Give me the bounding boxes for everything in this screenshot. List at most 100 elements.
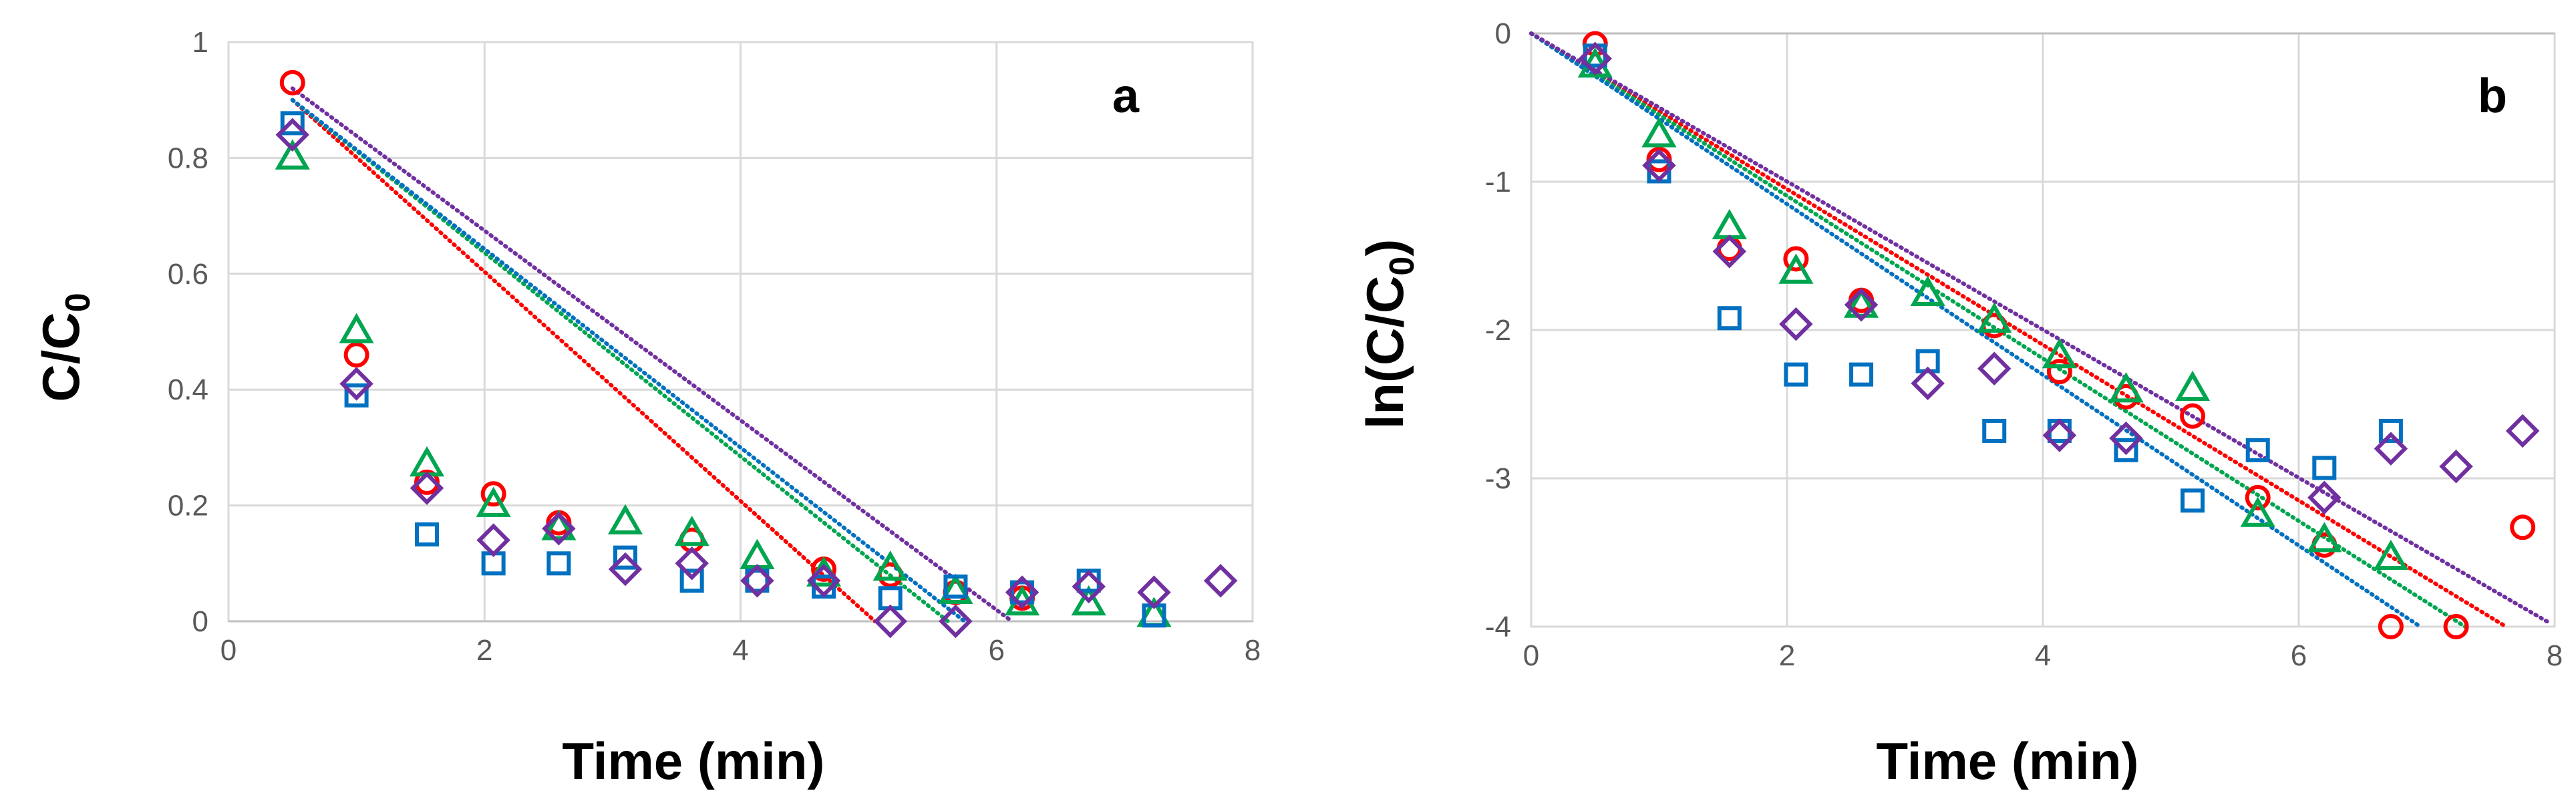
y-axis-title: C/C0 [31, 293, 98, 402]
y-tick-labels: 0 0.2 0.4 0.6 0.8 1 [168, 26, 208, 638]
y-tick-label: -1 [1485, 166, 1511, 198]
x-tick-label: 8 [2547, 639, 2563, 672]
x-tick-label: 0 [220, 634, 236, 667]
data-point-square [344, 383, 369, 408]
data-point-square [943, 574, 968, 599]
data-point-square [2181, 488, 2205, 513]
x-tick-label: 2 [1779, 639, 1795, 672]
data-point-circle [2378, 614, 2404, 639]
data-point-diamond [939, 604, 973, 639]
data-point-circle [1783, 246, 1809, 272]
data-point-diamond [410, 471, 444, 505]
x-tick-label: 4 [732, 634, 748, 667]
data-point-square [1982, 418, 2007, 443]
x-tick-label: 2 [476, 634, 492, 667]
data-point-triangle [674, 515, 709, 546]
x-tick-label: 6 [989, 634, 1005, 667]
y-tick-label: 0 [192, 605, 208, 638]
panel-label: a [1112, 69, 1140, 123]
data-point-triangle [1641, 117, 1677, 148]
data-point-diamond [608, 552, 643, 587]
x-tick-labels: 0 2 4 6 8 [220, 634, 1261, 667]
trend-line-circle [1529, 31, 2509, 629]
data-point-diamond [1203, 564, 1238, 598]
data-point-circle [2443, 614, 2469, 639]
data-markers [275, 69, 1238, 639]
x-axis-title: Time (min) [562, 732, 825, 790]
data-point-triangle [607, 504, 643, 534]
data-point-diamond [2307, 480, 2342, 515]
data-point-square [1717, 306, 1742, 331]
y-axis-title-main: C/C [31, 312, 90, 402]
data-point-square [280, 111, 305, 136]
trend-line-diamond [1529, 31, 2551, 625]
data-point-square [2245, 438, 2270, 462]
x-tick-label: 6 [2291, 639, 2307, 672]
data-point-diamond [1844, 288, 1879, 322]
data-point-triangle [2175, 370, 2211, 402]
data-point-square [1849, 362, 1874, 387]
x-tick-label: 8 [1245, 634, 1261, 667]
data-point-diamond [1005, 575, 1039, 609]
data-point-square [679, 569, 704, 593]
data-point-diamond [1578, 41, 1612, 75]
y-tick-label: 0.4 [168, 373, 208, 406]
data-point-diamond [675, 546, 709, 581]
y-axis-title: ln(C/C0) [1355, 239, 1422, 430]
data-point-triangle [275, 139, 310, 170]
data-point-triangle [2108, 372, 2144, 403]
data-point-diamond [1712, 234, 1747, 269]
data-point-diamond [740, 564, 774, 598]
data-point-triangle [1071, 585, 1106, 616]
data-point-circle [2046, 359, 2072, 385]
data-point-square [613, 545, 638, 570]
y-axis-title-subscript: 0 [1383, 257, 1422, 276]
y-tick-label: 0.6 [168, 258, 208, 291]
data-point-circle [2245, 484, 2271, 510]
data-point-triangle [1712, 208, 1747, 240]
y-tick-label: 0 [1495, 17, 1511, 50]
trend-line-square [290, 98, 967, 623]
y-tick-labels: -4 -3 -2 -1 0 [1485, 17, 1511, 643]
x-tick-label: 0 [1523, 639, 1539, 672]
y-axis-title-tail: ) [1355, 239, 1414, 257]
data-point-triangle [339, 313, 374, 343]
data-point-diamond [1977, 351, 2011, 385]
data-point-diamond [806, 564, 841, 598]
data-point-square [1010, 580, 1035, 605]
data-point-diamond [2505, 414, 2540, 448]
y-axis-title-subscript: 0 [59, 293, 98, 312]
data-point-triangle [2307, 522, 2342, 552]
data-point-diamond [275, 118, 310, 152]
data-point-square [1784, 362, 1808, 387]
data-point-square [2312, 456, 2337, 480]
data-point-triangle [1778, 253, 1814, 284]
data-point-square [415, 522, 440, 546]
data-point-triangle [1977, 302, 2012, 333]
data-point-square [745, 569, 770, 593]
data-point-square [546, 551, 571, 576]
trend-line-square [1529, 31, 2422, 629]
y-tick-label: 1 [192, 26, 208, 59]
x-tick-labels: 0 2 4 6 8 [1523, 639, 2563, 672]
data-point-diamond [1137, 575, 1171, 609]
data-point-square [2114, 438, 2138, 462]
y-tick-label: -3 [1485, 462, 1511, 495]
data-point-circle [480, 481, 506, 507]
y-axis-title-main: ln(C/C [1355, 276, 1414, 430]
data-point-diamond [2374, 432, 2408, 466]
trend-lines [290, 86, 1014, 623]
data-point-diamond [2439, 449, 2473, 484]
plot-area-border [1530, 32, 2556, 628]
data-point-triangle [872, 550, 908, 581]
data-point-triangle [541, 510, 577, 540]
data-point-diamond [1642, 148, 1676, 182]
data-point-square [2378, 418, 2403, 443]
data-point-diamond [1779, 307, 1813, 341]
data-point-diamond [1911, 366, 1945, 401]
trend-line-circle [290, 98, 877, 623]
data-point-circle [2180, 403, 2206, 429]
data-point-circle [279, 69, 305, 96]
